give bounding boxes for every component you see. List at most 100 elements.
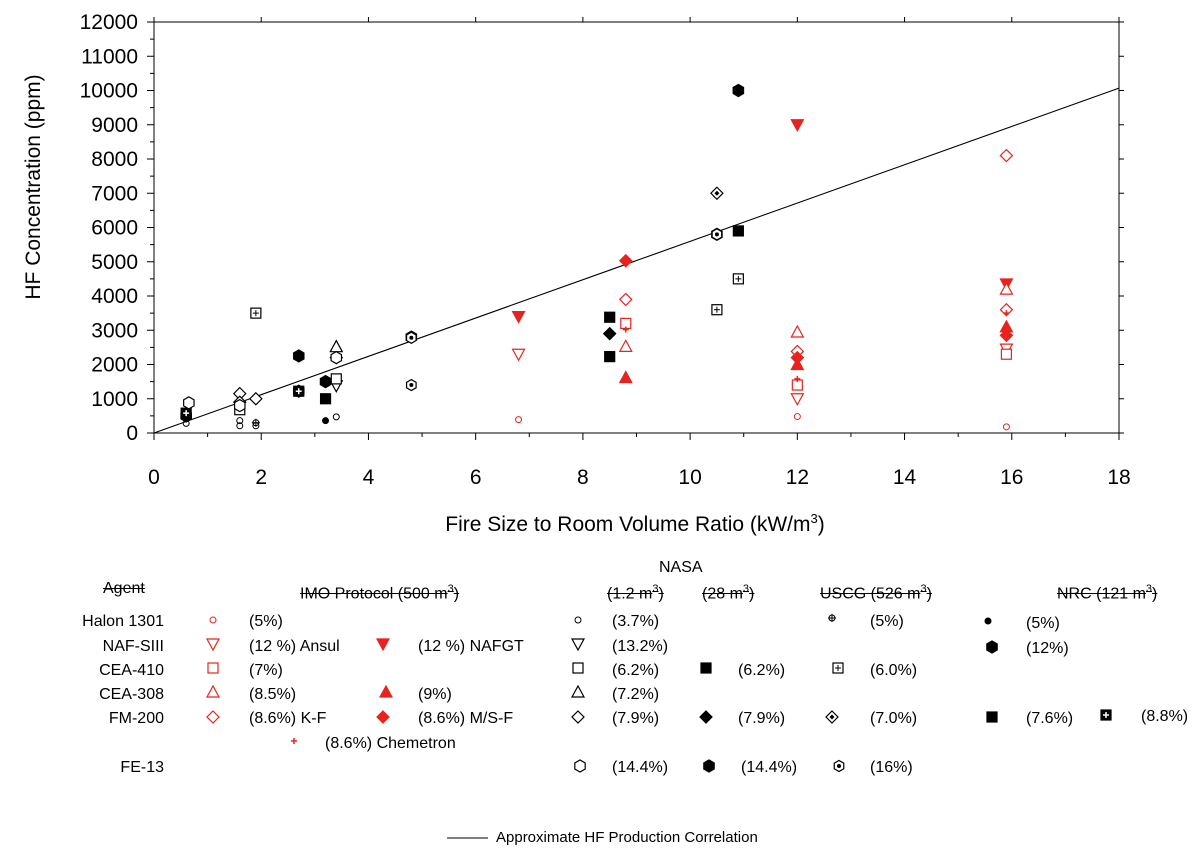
marker-shape bbox=[986, 640, 998, 654]
marker-dot bbox=[714, 190, 720, 196]
marker-dot bbox=[409, 335, 414, 340]
data-point bbox=[329, 339, 344, 353]
legend-symbol bbox=[984, 617, 992, 625]
legend-symbol bbox=[574, 759, 586, 773]
legend-header-nrc: NRC (121 m3) bbox=[1057, 580, 1157, 603]
data-points bbox=[180, 83, 1014, 431]
data-point bbox=[1002, 423, 1010, 431]
marker-shape bbox=[999, 281, 1014, 295]
marker-shape bbox=[319, 374, 332, 389]
nrc-header-end: ) bbox=[1152, 585, 1158, 603]
data-point bbox=[236, 422, 244, 430]
nrc-header-sup: 3 bbox=[1145, 583, 1153, 595]
y-tick-label: 12000 bbox=[80, 11, 138, 34]
marker-shape bbox=[207, 662, 219, 674]
data-point bbox=[999, 281, 1014, 295]
marker-shape bbox=[574, 759, 586, 773]
data-point bbox=[793, 413, 801, 421]
data-point bbox=[618, 253, 633, 268]
legend-header-nasa-large: (28 m3) bbox=[702, 580, 754, 603]
data-point bbox=[249, 391, 263, 406]
legend-symbol bbox=[1100, 709, 1112, 721]
legend-entry: (7.2%) bbox=[612, 686, 660, 703]
legend-symbol bbox=[699, 710, 713, 724]
imo-header-end: ) bbox=[453, 585, 460, 603]
data-point bbox=[618, 370, 633, 384]
plot-frame bbox=[153, 21, 1120, 434]
legend-agent-fe13: FE-13 bbox=[120, 759, 164, 776]
data-point bbox=[711, 304, 723, 316]
legend-symbol bbox=[986, 711, 998, 723]
marker-shape bbox=[572, 662, 584, 674]
legend-entry: (12%) bbox=[1026, 640, 1069, 657]
marker-shape bbox=[602, 326, 617, 341]
legend-agent-nafsiii: NAF-SIII bbox=[102, 638, 164, 655]
legend-nasa-label: NASA bbox=[659, 559, 703, 576]
legend-entry: (5%) bbox=[1026, 615, 1060, 632]
legend-entry: (8.6%) Chemetron bbox=[325, 735, 456, 752]
y-axis-title: HF Concentration (ppm) bbox=[22, 74, 45, 300]
data-point bbox=[604, 351, 616, 363]
x-tick-label: 2 bbox=[255, 466, 267, 489]
x-tick-label: 6 bbox=[470, 466, 482, 489]
legend-symbol bbox=[572, 662, 584, 674]
data-point bbox=[602, 326, 617, 341]
data-point bbox=[319, 374, 332, 389]
legend-symbol bbox=[206, 710, 220, 724]
legend-entry: (5%) bbox=[249, 613, 283, 630]
marker-shape bbox=[330, 373, 342, 385]
data-point bbox=[332, 413, 340, 421]
legend-header-nasa-small: (1.2 m3) bbox=[607, 580, 664, 603]
legend-symbol bbox=[209, 616, 217, 624]
legend-symbol bbox=[291, 738, 297, 744]
legend-entry: (7.9%) bbox=[612, 710, 660, 727]
x-axis-title-sup: 3 bbox=[810, 511, 818, 526]
data-point bbox=[790, 324, 805, 338]
marker-shape bbox=[1002, 423, 1010, 431]
legend-entry: (13.2%) bbox=[612, 638, 669, 655]
data-point bbox=[618, 339, 633, 352]
x-tick-label: 10 bbox=[678, 466, 701, 489]
legend-entry: (14.4%) bbox=[612, 759, 669, 776]
legend-symbol bbox=[378, 684, 394, 698]
marker-shape bbox=[376, 710, 390, 724]
marker-shape bbox=[322, 417, 330, 425]
marker-shape bbox=[700, 662, 712, 674]
legend-header-imo: IMO Protocol (500 m3) bbox=[300, 580, 459, 603]
marker-shape bbox=[732, 83, 745, 98]
y-tick-label: 1000 bbox=[91, 388, 138, 411]
marker-shape bbox=[249, 391, 263, 406]
data-point bbox=[604, 311, 616, 323]
imo-header-sup: 3 bbox=[447, 583, 454, 595]
legend-symbol bbox=[700, 662, 712, 674]
legend-entry: (6.0%) bbox=[870, 662, 918, 679]
marker-shape bbox=[330, 350, 343, 365]
data-point bbox=[233, 398, 246, 413]
marker-shape bbox=[986, 711, 998, 723]
legend-entry: (7.9%) bbox=[738, 710, 786, 727]
marker-shape bbox=[1000, 348, 1013, 360]
data-point bbox=[1000, 348, 1013, 360]
plot-border bbox=[153, 21, 1120, 434]
marker-shape bbox=[511, 310, 526, 324]
marker-shape bbox=[618, 253, 633, 268]
nasa-large-header-end: ) bbox=[749, 585, 755, 603]
data-point bbox=[330, 373, 342, 385]
x-tick-label: 4 bbox=[363, 466, 375, 489]
legend-symbol bbox=[574, 616, 582, 624]
legend-symbol bbox=[207, 662, 219, 674]
x-axis-title: Fire Size to Room Volume Ratio (kW/m3) bbox=[385, 510, 885, 535]
data-point bbox=[999, 148, 1014, 163]
uscg-header-end: ) bbox=[926, 585, 932, 603]
y-tick-label: 10000 bbox=[80, 80, 138, 103]
data-point bbox=[999, 328, 1014, 343]
marker-shape bbox=[984, 617, 992, 625]
marker-shape bbox=[604, 351, 616, 363]
marker-shape bbox=[236, 417, 244, 425]
y-tick-label: 0 bbox=[126, 422, 138, 445]
marker-shape bbox=[790, 324, 805, 338]
marker-dot bbox=[837, 764, 841, 768]
marker-shape bbox=[378, 684, 394, 698]
data-point bbox=[180, 407, 192, 419]
data-point bbox=[710, 186, 724, 201]
